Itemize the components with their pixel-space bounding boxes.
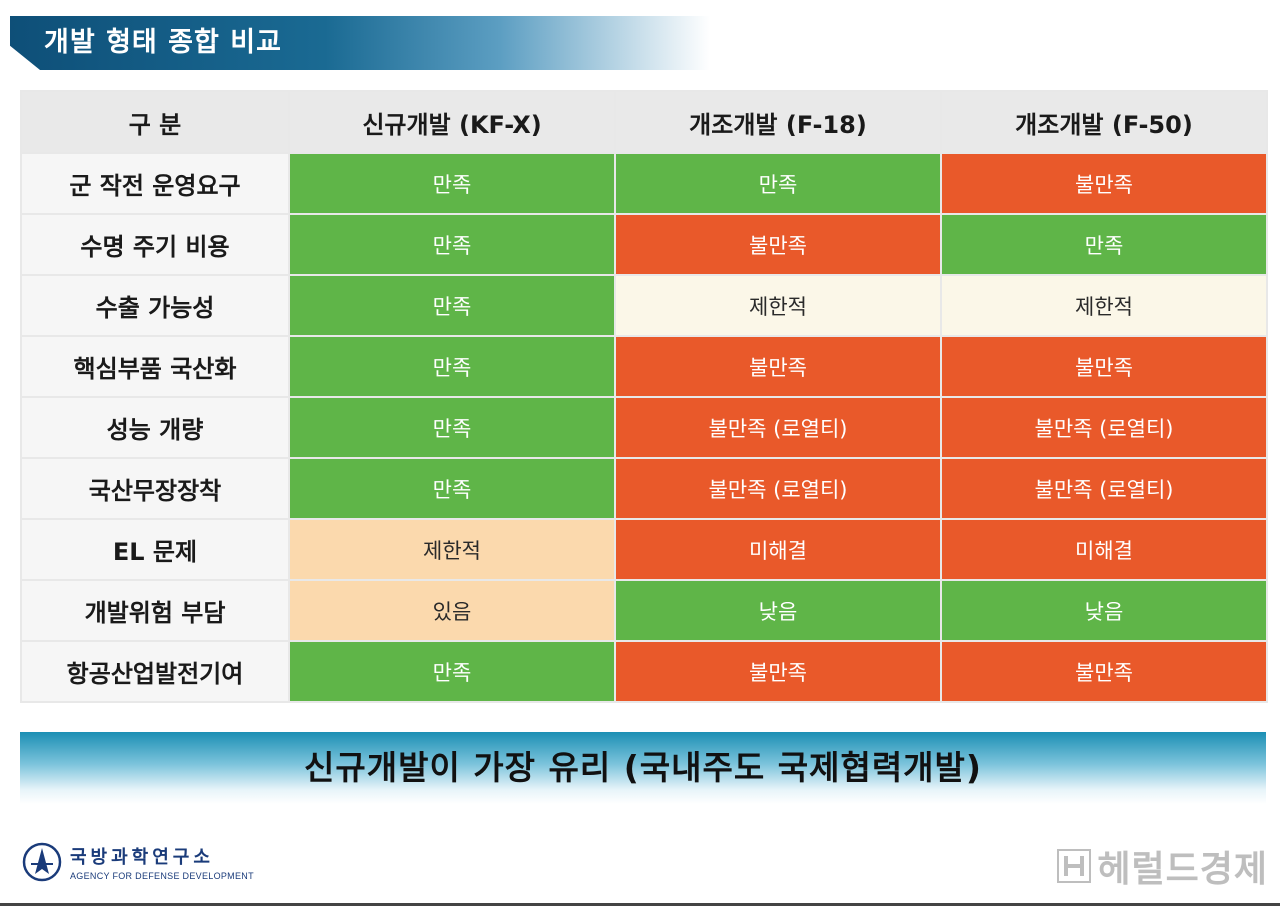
status-cell: 불만족 (로열티) bbox=[614, 396, 942, 459]
agency-brand: 국방과학연구소 AGENCY FOR DEFENSE DEVELOPMENT bbox=[22, 840, 254, 884]
status-cell: 불만족 bbox=[940, 640, 1268, 703]
table-header-row: 구 분 신규개발 (KF-X) 개조개발 (F-18) 개조개발 (F-50) bbox=[20, 90, 1268, 154]
status-cell: 제한적 bbox=[940, 274, 1268, 337]
table-row: EL 문제 제한적 미해결 미해결 bbox=[20, 518, 1268, 581]
status-cell: 만족 bbox=[614, 152, 942, 215]
row-label: 항공산업발전기여 bbox=[20, 640, 290, 703]
header-category: 구 분 bbox=[20, 90, 290, 154]
status-cell: 불만족 (로열티) bbox=[614, 457, 942, 520]
row-label: 수출 가능성 bbox=[20, 274, 290, 337]
status-cell: 만족 bbox=[288, 640, 616, 703]
conclusion-text: 신규개발이 가장 유리 (국내주도 국제협력개발) bbox=[304, 748, 982, 787]
herald-logo-icon bbox=[1057, 849, 1092, 883]
row-label: 성능 개량 bbox=[20, 396, 290, 459]
status-cell: 제한적 bbox=[614, 274, 942, 337]
table-row: 수출 가능성 만족 제한적 제한적 bbox=[20, 274, 1268, 337]
row-label: 국산무장장착 bbox=[20, 457, 290, 520]
header-modified-f18: 개조개발 (F-18) bbox=[614, 90, 942, 154]
status-cell: 만족 bbox=[288, 152, 616, 215]
header-new-development: 신규개발 (KF-X) bbox=[288, 90, 616, 154]
row-label: 핵심부품 국산화 bbox=[20, 335, 290, 398]
status-cell: 낮음 bbox=[940, 579, 1268, 642]
status-cell: 낮음 bbox=[614, 579, 942, 642]
bottom-rule bbox=[0, 903, 1280, 906]
status-cell: 불만족 bbox=[614, 640, 942, 703]
table-row: 군 작전 운영요구 만족 만족 불만족 bbox=[20, 152, 1268, 215]
row-label: 군 작전 운영요구 bbox=[20, 152, 290, 215]
table-row: 국산무장장착 만족 불만족 (로열티) 불만족 (로열티) bbox=[20, 457, 1268, 520]
status-cell: 만족 bbox=[288, 213, 616, 276]
status-cell: 불만족 bbox=[614, 213, 942, 276]
table-row: 항공산업발전기여 만족 불만족 불만족 bbox=[20, 640, 1268, 703]
status-cell: 만족 bbox=[288, 335, 616, 398]
table-row: 성능 개량 만족 불만족 (로열티) 불만족 (로열티) bbox=[20, 396, 1268, 459]
status-cell: 미해결 bbox=[940, 518, 1268, 581]
watermark-text: 헤럴드경제 bbox=[1097, 849, 1268, 890]
page-title: 개발 형태 종합 비교 bbox=[44, 27, 282, 58]
status-cell: 만족 bbox=[288, 396, 616, 459]
row-label: EL 문제 bbox=[20, 518, 290, 581]
status-cell: 불만족 (로열티) bbox=[940, 457, 1268, 520]
agency-emblem-icon bbox=[22, 842, 62, 882]
table-row: 수명 주기 비용 만족 불만족 만족 bbox=[20, 213, 1268, 276]
header-modified-f50: 개조개발 (F-50) bbox=[940, 90, 1268, 154]
status-cell: 불만족 (로열티) bbox=[940, 396, 1268, 459]
row-label: 수명 주기 비용 bbox=[20, 213, 290, 276]
status-cell: 미해결 bbox=[614, 518, 942, 581]
title-banner bbox=[10, 16, 710, 70]
status-cell: 제한적 bbox=[288, 518, 616, 581]
agency-name-korean: 국방과학연구소 bbox=[70, 847, 214, 868]
watermark: 헤럴드경제 bbox=[1057, 843, 1268, 890]
comparison-table: 구 분 신규개발 (KF-X) 개조개발 (F-18) 개조개발 (F-50) … bbox=[20, 90, 1268, 703]
conclusion-banner: 신규개발이 가장 유리 (국내주도 국제협력개발) bbox=[20, 732, 1266, 804]
status-cell: 만족 bbox=[288, 274, 616, 337]
status-cell: 만족 bbox=[288, 457, 616, 520]
status-cell: 불만족 bbox=[940, 152, 1268, 215]
status-cell: 불만족 bbox=[940, 335, 1268, 398]
table-row: 핵심부품 국산화 만족 불만족 불만족 bbox=[20, 335, 1268, 398]
agency-name-english: AGENCY FOR DEFENSE DEVELOPMENT bbox=[70, 871, 254, 881]
table-row: 개발위험 부담 있음 낮음 낮음 bbox=[20, 579, 1268, 642]
row-label: 개발위험 부담 bbox=[20, 579, 290, 642]
status-cell: 불만족 bbox=[614, 335, 942, 398]
status-cell: 만족 bbox=[940, 213, 1268, 276]
status-cell: 있음 bbox=[288, 579, 616, 642]
